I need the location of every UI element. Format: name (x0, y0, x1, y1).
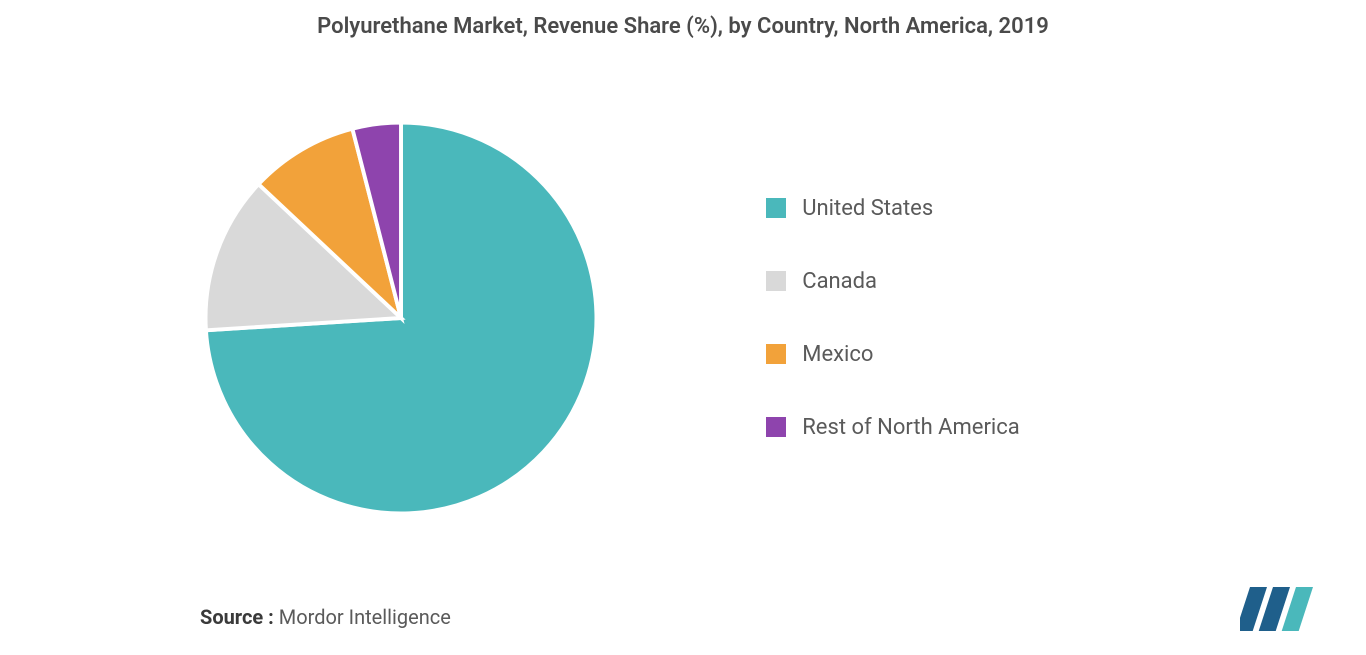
legend-label: Mexico (802, 342, 873, 367)
legend-swatch (766, 271, 786, 291)
legend-swatch (766, 417, 786, 437)
source-footer: Source : Mordor Intelligence (200, 605, 451, 629)
legend-label: Canada (802, 269, 877, 294)
legend-item: United States (766, 196, 1020, 221)
source-value: Mordor Intelligence (279, 605, 451, 629)
legend-item: Canada (766, 269, 1020, 294)
pie-chart (186, 103, 616, 533)
chart-container: Polyurethane Market, Revenue Share (%), … (0, 0, 1366, 655)
source-label: Source : (200, 605, 274, 629)
brand-logo (1240, 585, 1318, 633)
legend-label: Rest of North America (802, 415, 1020, 440)
legend-item: Rest of North America (766, 415, 1020, 440)
legend-label: United States (802, 196, 933, 221)
legend-swatch (766, 198, 786, 218)
legend-swatch (766, 344, 786, 364)
chart-title: Polyurethane Market, Revenue Share (%), … (0, 0, 1366, 39)
chart-body: United States Canada Mexico Rest of North A… (0, 60, 1366, 575)
legend-item: Mexico (766, 342, 1020, 367)
legend: United States Canada Mexico Rest of North A… (766, 196, 1020, 440)
